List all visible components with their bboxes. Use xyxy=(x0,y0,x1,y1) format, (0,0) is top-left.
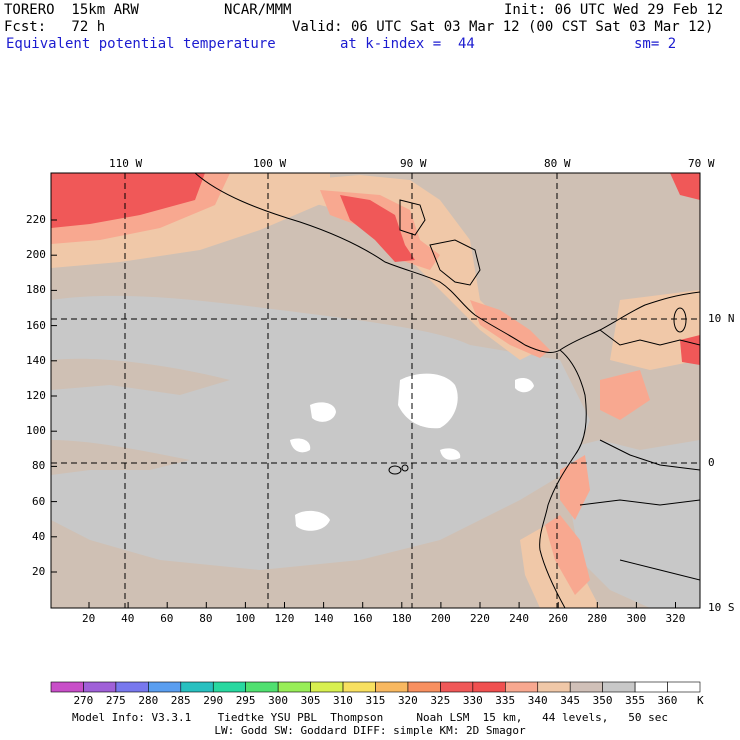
colorbar xyxy=(50,681,701,693)
colorbar-label: 325 xyxy=(430,694,451,707)
colorbar-label: 345 xyxy=(560,694,581,707)
lon-label-100w: 100 W xyxy=(253,157,287,170)
lon-label-90w: 90 W xyxy=(400,157,427,170)
colorbar-label: 355 xyxy=(625,694,645,707)
colorbar-swatch xyxy=(375,681,409,693)
x-tick-label: 140 xyxy=(313,612,334,625)
lon-label-110w: 110 W xyxy=(109,157,143,170)
y-tick-label: 80 xyxy=(32,459,46,473)
y-tick-label: 140 xyxy=(26,353,46,367)
x-tick-label: 240 xyxy=(509,612,529,625)
y-tick-label: 160 xyxy=(26,318,46,332)
init-time: Init: 06 UTC Wed 29 Feb 12 xyxy=(504,2,724,18)
colorbar-label: 340 xyxy=(527,694,548,707)
model-title: TORERO 15km ARW xyxy=(4,2,139,18)
valid-time: Valid: 06 UTC Sat 03 Mar 12 (00 CST Sat … xyxy=(292,19,714,35)
lat-label-10n: 10 N xyxy=(708,312,735,325)
x-tick-label: 40 xyxy=(121,612,135,625)
temperature-field xyxy=(51,173,700,608)
y-tick-label: 100 xyxy=(26,424,46,438)
colorbar-label: 305 xyxy=(300,694,321,707)
colorbar-swatch xyxy=(180,681,214,693)
colorbar-swatch xyxy=(212,681,247,693)
model-info-line1: Model Info: V3.3.1 Tiedtke YSU PBL Thomp… xyxy=(71,711,669,724)
colorbar-swatch xyxy=(667,681,701,693)
x-tick-label: 260 xyxy=(548,612,569,625)
colorbar-label: 350 xyxy=(592,694,613,707)
colorbar-swatch xyxy=(634,681,668,693)
x-tick-label: 100 xyxy=(235,612,256,625)
x-tick-label: 60 xyxy=(160,612,174,625)
y-tick-label: 220 xyxy=(26,213,46,226)
colorbar-label: 295 xyxy=(235,694,256,707)
colorbar-swatch xyxy=(569,681,603,693)
colorbar-label: 285 xyxy=(170,694,191,707)
model-info-line2: LW: Godd SW: Goddard DIFF: simple KM: 2D… xyxy=(214,724,526,737)
colorbar-label: 270 xyxy=(73,694,94,707)
colorbar-swatch xyxy=(83,681,117,693)
y-tick-label: 40 xyxy=(32,529,46,543)
x-tick-label: 20 xyxy=(82,612,96,625)
colorbar-swatch xyxy=(148,681,182,693)
colorbar-unit: K xyxy=(697,694,704,707)
colorbar-label: 290 xyxy=(203,694,224,707)
x-tick-label: 200 xyxy=(430,612,451,625)
colorbar-label: 280 xyxy=(138,694,159,707)
y-tick-label: 20 xyxy=(32,565,46,578)
x-tick-label: 320 xyxy=(665,612,686,625)
field-name: Equivalent potential temperature xyxy=(6,36,276,52)
colorbar-label: 315 xyxy=(365,694,386,707)
coastlines xyxy=(194,173,700,608)
x-tick-label: 280 xyxy=(587,612,608,625)
x-tick-label: 80 xyxy=(199,612,213,625)
colorbar-swatch xyxy=(602,681,636,693)
colorbar-swatch xyxy=(472,681,506,693)
colorbar-swatch xyxy=(245,681,279,693)
lat-label-0: 0 xyxy=(708,456,715,469)
x-tick-label: 180 xyxy=(391,612,412,625)
x-tick-label: 220 xyxy=(470,612,490,625)
axis-ticks xyxy=(51,219,676,608)
colorbar-swatch xyxy=(277,681,311,693)
x-tick-label: 300 xyxy=(626,612,647,625)
colorbar-label: 330 xyxy=(462,694,483,707)
colorbar-swatch xyxy=(407,681,441,693)
x-tick-label: 160 xyxy=(352,612,373,625)
colorbar-label: 320 xyxy=(397,694,418,707)
lat-label-10s: 10 S xyxy=(708,601,735,614)
colorbar-swatch xyxy=(504,681,539,693)
map-frame xyxy=(50,172,701,609)
y-tick-label: 60 xyxy=(32,494,46,508)
x-tick-label: 120 xyxy=(274,612,295,625)
colorbar-label: 275 xyxy=(105,694,126,707)
y-tick-label: 180 xyxy=(26,283,46,297)
colorbar-swatch xyxy=(115,681,149,693)
center-label: NCAR/MMM xyxy=(224,2,292,18)
lon-label-80w: 80 W xyxy=(544,157,571,170)
level-label: at k-index = 44 xyxy=(340,36,475,52)
smoothing-label: sm= 2 xyxy=(634,36,677,52)
colorbar-label: 335 xyxy=(495,694,516,707)
y-tick-label: 200 xyxy=(26,248,46,262)
forecast-hour: Fcst: 72 h xyxy=(4,19,106,35)
colorbar-swatch xyxy=(50,681,84,693)
colorbar-label: 300 xyxy=(268,694,289,707)
colorbar-label: 310 xyxy=(333,694,353,707)
lon-label-70w: 70 W xyxy=(688,157,715,170)
colorbar-swatch xyxy=(537,681,571,693)
colorbar-swatch xyxy=(440,681,474,693)
colorbar-swatch xyxy=(310,681,344,693)
lat-lon-grid xyxy=(51,173,700,608)
y-tick-label: 120 xyxy=(26,389,46,402)
colorbar-swatch xyxy=(342,681,376,693)
colorbar-label: 360 xyxy=(657,694,678,707)
